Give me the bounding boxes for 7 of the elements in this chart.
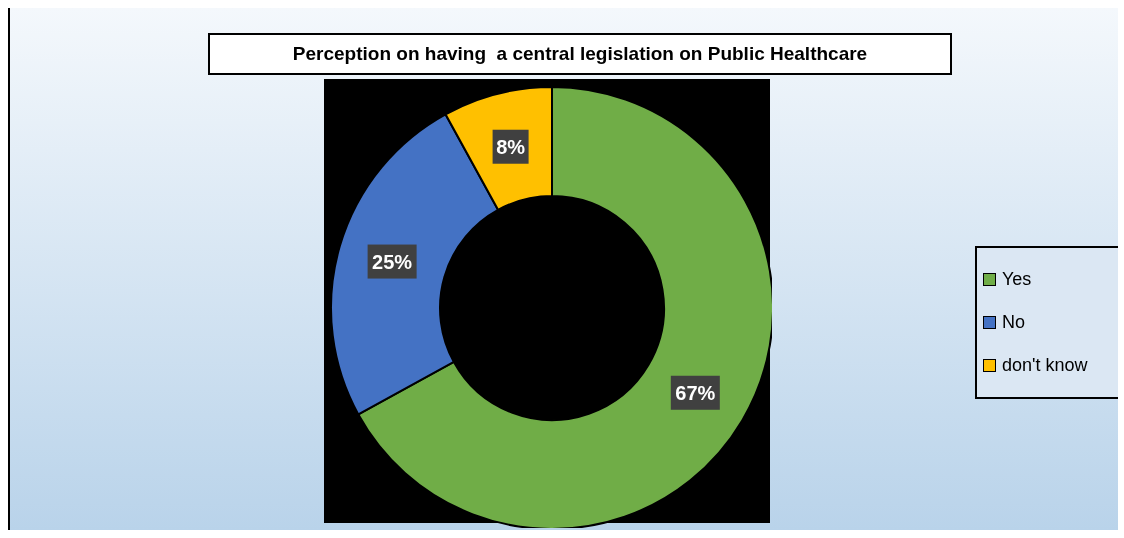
legend-label: don't know	[1002, 355, 1088, 376]
legend-label: No	[1002, 312, 1026, 333]
data-label: 67%	[675, 381, 716, 404]
chart-title: Perception on having a central legislation on Public Healthcare	[208, 33, 952, 75]
data-label: 25%	[372, 250, 413, 273]
legend-label: Yes	[1002, 269, 1032, 290]
data-label: 8%	[496, 135, 526, 158]
